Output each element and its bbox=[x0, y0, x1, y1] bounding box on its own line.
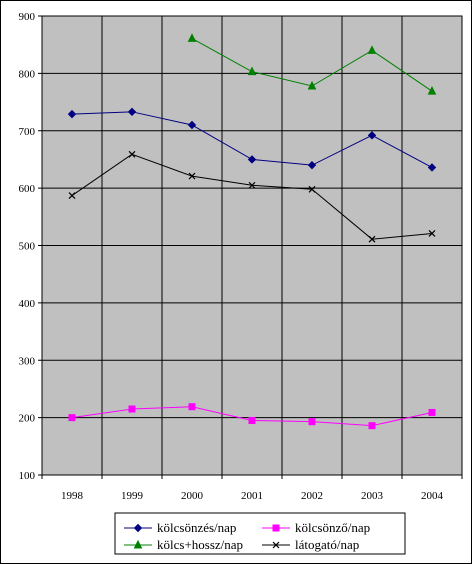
data-point-square bbox=[68, 414, 76, 422]
data-point-diamond bbox=[127, 107, 137, 117]
data-point-x bbox=[428, 230, 436, 237]
data-point-triangle bbox=[427, 86, 437, 95]
y-tick-label: 500 bbox=[19, 241, 36, 253]
y-tick-label: 800 bbox=[19, 68, 36, 80]
data-point-diamond bbox=[427, 163, 437, 172]
grid-lines bbox=[42, 16, 462, 475]
data-point-x bbox=[248, 181, 256, 189]
series-layer bbox=[67, 33, 437, 430]
data-point-square bbox=[272, 524, 280, 532]
axes: 100 200 300 400 500 600 700 800 900 1998 1999 2000 2… bbox=[19, 11, 463, 502]
series-2 bbox=[187, 33, 437, 95]
data-point-x bbox=[68, 192, 76, 200]
y-tick-label: 200 bbox=[19, 413, 36, 425]
legend-label: kölcsönzés/nap bbox=[157, 520, 236, 535]
data-point-diamond bbox=[133, 523, 143, 533]
y-tick-label: 900 bbox=[19, 11, 36, 23]
data-point-diamond bbox=[307, 160, 317, 170]
data-point-diamond bbox=[367, 131, 377, 140]
data-point-triangle bbox=[187, 33, 197, 42]
data-point-x bbox=[368, 235, 376, 243]
legend-item: kölcsönző/nap bbox=[262, 520, 370, 535]
data-point-square bbox=[188, 403, 196, 411]
x-tick-label: 2002 bbox=[301, 490, 323, 502]
y-tick-label: 600 bbox=[19, 183, 36, 195]
data-point-x bbox=[128, 150, 136, 158]
data-point-diamond bbox=[67, 109, 77, 119]
x-tick-label: 2000 bbox=[181, 490, 204, 502]
legend-item: kölcsönzés/nap bbox=[124, 520, 236, 535]
data-point-x bbox=[188, 172, 196, 180]
data-point-triangle bbox=[367, 45, 377, 54]
data-point-x bbox=[308, 185, 316, 193]
data-point-square bbox=[308, 418, 316, 426]
legend: kölcsönzés/nap kölcsönző/nap kölcs+hossz/n… bbox=[114, 512, 406, 555]
y-tick-label: 300 bbox=[19, 355, 36, 367]
data-point-diamond bbox=[187, 120, 197, 130]
legend-label: kölcsönző/nap bbox=[295, 520, 370, 535]
series-1 bbox=[68, 403, 436, 430]
legend-label: kölcs+hossz/nap bbox=[157, 537, 243, 552]
y-tick-label: 100 bbox=[19, 470, 36, 482]
data-point-x bbox=[272, 541, 280, 549]
y-tick-label: 700 bbox=[19, 126, 36, 138]
data-point-diamond bbox=[247, 155, 257, 164]
x-tick-label: 2001 bbox=[241, 490, 263, 502]
data-point-triangle bbox=[133, 539, 143, 549]
series-0 bbox=[67, 107, 437, 172]
legend-label: látogató/nap bbox=[295, 537, 359, 552]
data-point-triangle bbox=[307, 80, 317, 90]
x-tick-label: 2003 bbox=[361, 490, 384, 502]
data-point-square bbox=[368, 422, 376, 430]
legend-item: kölcs+hossz/nap bbox=[124, 537, 243, 552]
legend-item: látogató/nap bbox=[262, 537, 359, 552]
y-tick-label: 400 bbox=[19, 298, 36, 310]
legend-box bbox=[114, 512, 406, 555]
data-point-square bbox=[428, 408, 436, 416]
series-3 bbox=[68, 150, 436, 243]
x-tick-label: 2004 bbox=[421, 490, 444, 502]
x-tick-label: 1999 bbox=[121, 490, 144, 502]
data-point-square bbox=[128, 405, 136, 413]
x-tick-label: 1998 bbox=[61, 490, 84, 502]
data-point-square bbox=[248, 416, 256, 424]
data-point-triangle bbox=[247, 66, 257, 76]
